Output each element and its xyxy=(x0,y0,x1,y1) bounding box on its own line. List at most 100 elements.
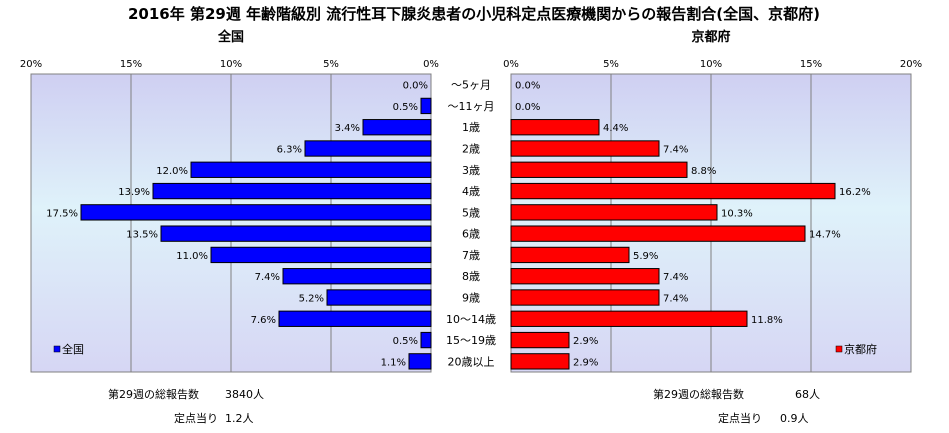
bar-right xyxy=(510,268,660,285)
data-label-left: 13.9% xyxy=(118,187,150,198)
data-label-left: 0.5% xyxy=(393,336,418,347)
legend-right: 京都府 xyxy=(835,342,877,356)
left-x-tick-label: 15% xyxy=(120,59,142,70)
bar-left xyxy=(210,246,432,264)
data-label-right: 10.3% xyxy=(721,208,753,219)
category-labels: 〜5ヶ月〜11ヶ月 1歳 2歳 3歳 4歳 5歳 6歳 7歳 8歳 9歳 10〜14歳 15〜19歳 2… xyxy=(446,79,496,369)
data-label-right: 7.4% xyxy=(663,272,688,283)
category-label: 7歳 xyxy=(462,249,480,262)
data-label-left: 7.6% xyxy=(251,315,276,326)
right-panel-title: 京都府 xyxy=(691,29,730,45)
legend-right-label: 京都府 xyxy=(844,342,877,356)
bar-right xyxy=(510,225,806,242)
right-per-site-value: 0.9人 xyxy=(780,412,809,425)
data-label-right: 0.0% xyxy=(515,81,540,92)
data-label-left: 6.3% xyxy=(277,145,302,156)
bar-right xyxy=(510,310,748,327)
data-label-left: 13.5% xyxy=(126,230,158,241)
data-label-right: 7.4% xyxy=(663,145,688,156)
data-label-left: 11.0% xyxy=(176,251,208,262)
bar-left xyxy=(362,119,432,136)
bar-left xyxy=(420,97,432,115)
category-label: 20歳以上 xyxy=(448,355,495,368)
chart-title: 2016年 第29週 年齢階級別 流行性耳下腺炎患者の小児科定点医療機関からの報… xyxy=(128,5,820,23)
left-x-axis-ticks: 0% 5% 10% 15% 20% xyxy=(20,59,439,70)
data-label-right: 11.8% xyxy=(751,315,783,326)
data-label-right: 4.4% xyxy=(603,123,628,134)
left-panel-title: 全国 xyxy=(217,29,244,45)
data-label-right: 0.0% xyxy=(515,102,540,113)
bar-left xyxy=(304,140,432,157)
bar-right xyxy=(510,204,718,221)
category-label: 15〜19歳 xyxy=(446,334,496,347)
data-label-right: 16.2% xyxy=(839,187,871,198)
category-label: 9歳 xyxy=(462,292,480,305)
data-label-left: 7.4% xyxy=(255,272,280,283)
bar-left xyxy=(282,268,432,285)
data-label-right: 2.9% xyxy=(573,336,598,347)
right-x-tick-label: 0% xyxy=(503,59,519,70)
bar-right xyxy=(510,119,600,136)
data-label-left: 12.0% xyxy=(156,166,188,177)
category-label: 6歳 xyxy=(462,228,480,241)
right-x-tick-label: 10% xyxy=(700,59,722,70)
bar-left xyxy=(278,310,432,327)
data-label-left: 5.2% xyxy=(299,294,324,305)
right-footnote: 第29週の総報告数 68人 定点当り 0.9人 xyxy=(653,387,820,425)
data-label-right: 7.4% xyxy=(663,294,688,305)
left-total-label: 第29週の総報告数 xyxy=(108,387,199,401)
bar-right xyxy=(510,140,660,157)
category-label: 10〜14歳 xyxy=(446,313,496,326)
data-label-right: 14.7% xyxy=(809,230,841,241)
bar-left xyxy=(326,289,432,306)
bar-left xyxy=(420,331,432,349)
right-per-site-label: 定点当り xyxy=(718,411,762,425)
left-x-tick-label: 0% xyxy=(423,59,439,70)
data-label-left: 1.1% xyxy=(381,357,406,368)
right-x-tick-label: 15% xyxy=(800,59,822,70)
category-label: 5歳 xyxy=(462,206,480,219)
bar-right xyxy=(510,161,688,178)
bar-left xyxy=(190,161,432,178)
bar-left xyxy=(152,182,432,200)
legend-left-label: 全国 xyxy=(62,342,84,356)
category-label: 3歳 xyxy=(462,164,480,177)
data-label-left: 0.0% xyxy=(403,81,428,92)
bar-right xyxy=(510,246,630,264)
bar-right xyxy=(510,182,836,200)
legend-right-swatch xyxy=(835,345,843,353)
bar-left xyxy=(160,225,432,242)
data-label-right: 5.9% xyxy=(633,251,658,262)
right-total-value: 68人 xyxy=(795,388,820,401)
data-label-left: 17.5% xyxy=(46,208,78,219)
data-label-right: 8.8% xyxy=(691,166,716,177)
bar-right xyxy=(510,289,660,306)
data-label-right: 2.9% xyxy=(573,357,598,368)
left-x-tick-label: 5% xyxy=(323,59,339,70)
legend-left-swatch xyxy=(53,345,61,353)
bar-right xyxy=(510,331,570,349)
left-per-site-value: 1.2人 xyxy=(225,412,254,425)
category-label: 〜11ヶ月 xyxy=(448,100,495,113)
left-x-tick-label: 20% xyxy=(20,59,42,70)
category-label: 1歳 xyxy=(462,121,480,134)
left-per-site-label: 定点当り xyxy=(174,411,218,425)
left-footnote: 第29週の総報告数 3840人 定点当り 1.2人 xyxy=(108,387,264,425)
left-x-tick-label: 10% xyxy=(220,59,242,70)
category-label: 2歳 xyxy=(462,143,480,156)
right-total-label: 第29週の総報告数 xyxy=(653,387,744,401)
left-total-value: 3840人 xyxy=(225,388,264,401)
bar-right xyxy=(510,353,570,370)
bars xyxy=(80,97,836,370)
category-label: 〜5ヶ月 xyxy=(451,79,491,92)
bar-left xyxy=(408,353,432,370)
category-label: 4歳 xyxy=(462,185,480,198)
data-labels: 0.0% 0.0% 0.5% 0.0% 3.4% 4.4% 6.3% 7.4% 12.0% 8.8… xyxy=(46,81,871,369)
right-x-tick-label: 5% xyxy=(603,59,619,70)
legend-left: 全国 xyxy=(53,342,84,356)
data-label-left: 3.4% xyxy=(335,123,360,134)
bar-left xyxy=(80,204,432,221)
right-x-axis-ticks: 0% 5% 10% 15% 20% xyxy=(503,59,922,70)
right-x-tick-label: 20% xyxy=(900,59,922,70)
